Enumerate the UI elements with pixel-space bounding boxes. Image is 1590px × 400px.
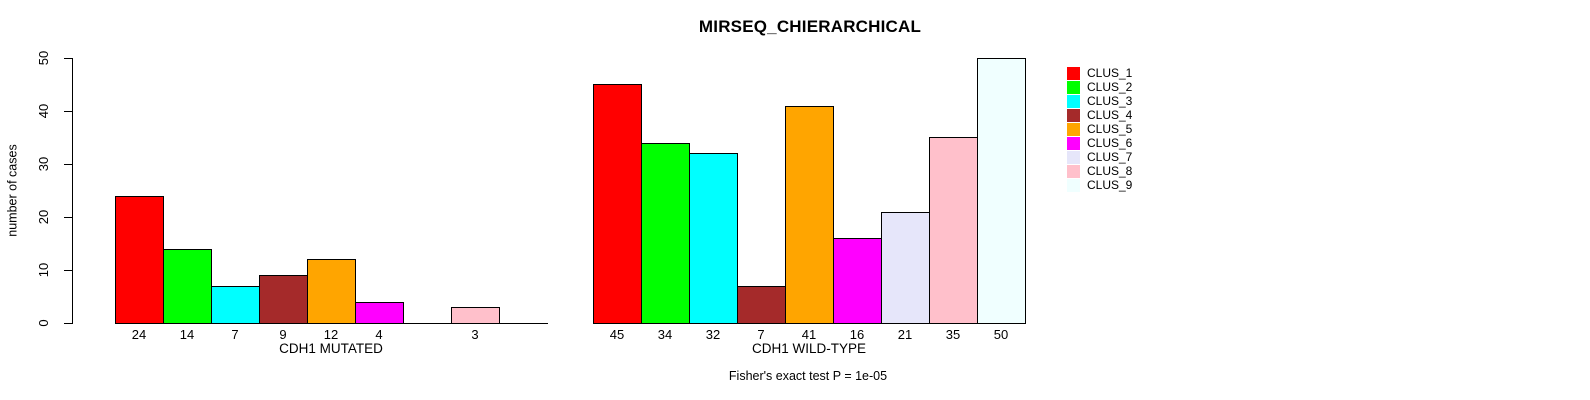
bar-value-label: 32	[705, 327, 721, 342]
legend-swatch-icon	[1067, 150, 1080, 164]
y-tick-label: 10	[36, 262, 51, 278]
legend-label: CLUS_9	[1087, 178, 1133, 192]
bar-clus_7	[881, 212, 930, 324]
bar-clus_5	[307, 259, 356, 324]
y-tick-label: 20	[36, 209, 51, 225]
y-tick-label: 40	[36, 103, 51, 119]
y-tick-mark	[64, 270, 72, 271]
y-tick-label: 0	[36, 319, 51, 327]
y-tick-mark	[64, 323, 72, 324]
group-axis-label: CDH1 WILD-TYPE	[751, 341, 866, 356]
bar-clus_9	[977, 58, 1026, 324]
legend-label: CLUS_1	[1087, 66, 1133, 80]
bar-value-label: 7	[231, 327, 239, 342]
bar-clus_1	[115, 196, 164, 324]
legend-label: CLUS_4	[1087, 108, 1133, 122]
bar-value-label: 16	[849, 327, 865, 342]
stat-annotation: Fisher's exact test P = 1e-05	[728, 369, 888, 383]
y-tick-mark	[64, 111, 72, 112]
bar-clus_4	[259, 275, 308, 324]
bar-value-label: 3	[471, 327, 479, 342]
legend-row: CLUS_1	[1067, 66, 1132, 80]
bar-value-label: 34	[657, 327, 673, 342]
legend: CLUS_1 CLUS_2 CLUS_3 CLUS_4 CLUS_5 CLUS_6 CLUS…	[1067, 66, 1132, 192]
legend-swatch-icon	[1067, 136, 1080, 150]
bar-clus_6	[833, 238, 882, 324]
bar-value-label: 7	[757, 327, 765, 342]
legend-row: CLUS_9	[1067, 178, 1132, 192]
bar-clus_2	[641, 143, 690, 324]
group-axis-label: CDH1 MUTATED	[279, 341, 383, 356]
bar-clus_3	[211, 286, 260, 324]
legend-label: CLUS_5	[1087, 122, 1133, 136]
legend-swatch-icon	[1067, 122, 1080, 136]
bar-value-label: 21	[897, 327, 913, 342]
legend-swatch-icon	[1067, 80, 1080, 94]
legend-label: CLUS_2	[1087, 80, 1133, 94]
y-tick-mark	[64, 58, 72, 59]
legend-row: CLUS_4	[1067, 108, 1132, 122]
bar-clus_6	[355, 302, 404, 324]
legend-row: CLUS_5	[1067, 122, 1132, 136]
legend-label: CLUS_7	[1087, 150, 1133, 164]
bar-value-label: 45	[609, 327, 625, 342]
bar-clus_3	[689, 153, 738, 324]
bar-value-label: 50	[993, 327, 1009, 342]
legend-swatch-icon	[1067, 108, 1080, 122]
legend-label: CLUS_6	[1087, 136, 1133, 150]
y-tick-label: 30	[36, 156, 51, 172]
bar-value-label: 4	[375, 327, 383, 342]
legend-label: CLUS_3	[1087, 94, 1133, 108]
bar-clus_4	[737, 286, 786, 324]
bar-clus_8	[929, 137, 978, 324]
legend-row: CLUS_7	[1067, 150, 1132, 164]
bar-value-label: 24	[131, 327, 147, 342]
y-axis-title: number of cases	[5, 144, 20, 237]
bar-value-label: 14	[179, 327, 195, 342]
legend-row: CLUS_8	[1067, 164, 1132, 178]
legend-row: CLUS_6	[1067, 136, 1132, 150]
bar-value-label: 12	[323, 327, 339, 342]
legend-swatch-icon	[1067, 164, 1080, 178]
bar-clus_8	[451, 307, 500, 324]
legend-swatch-icon	[1067, 178, 1080, 192]
y-tick-label: 50	[36, 50, 51, 66]
legend-swatch-icon	[1067, 94, 1080, 108]
y-axis-line	[72, 58, 73, 324]
bar-value-label: 35	[945, 327, 961, 342]
legend-label: CLUS_8	[1087, 164, 1133, 178]
y-tick-mark	[64, 217, 72, 218]
legend-row: CLUS_2	[1067, 80, 1132, 94]
bar-clus_2	[163, 249, 212, 324]
bar-clus_1	[593, 84, 642, 324]
chart-title: MIRSEQ_CHIERARCHICAL	[698, 17, 922, 36]
bar-clus_5	[785, 106, 834, 324]
bar-value-label: 9	[279, 327, 287, 342]
legend-swatch-icon	[1067, 66, 1080, 80]
y-tick-mark	[64, 164, 72, 165]
legend-row: CLUS_3	[1067, 94, 1132, 108]
bar-value-label: 41	[801, 327, 817, 342]
